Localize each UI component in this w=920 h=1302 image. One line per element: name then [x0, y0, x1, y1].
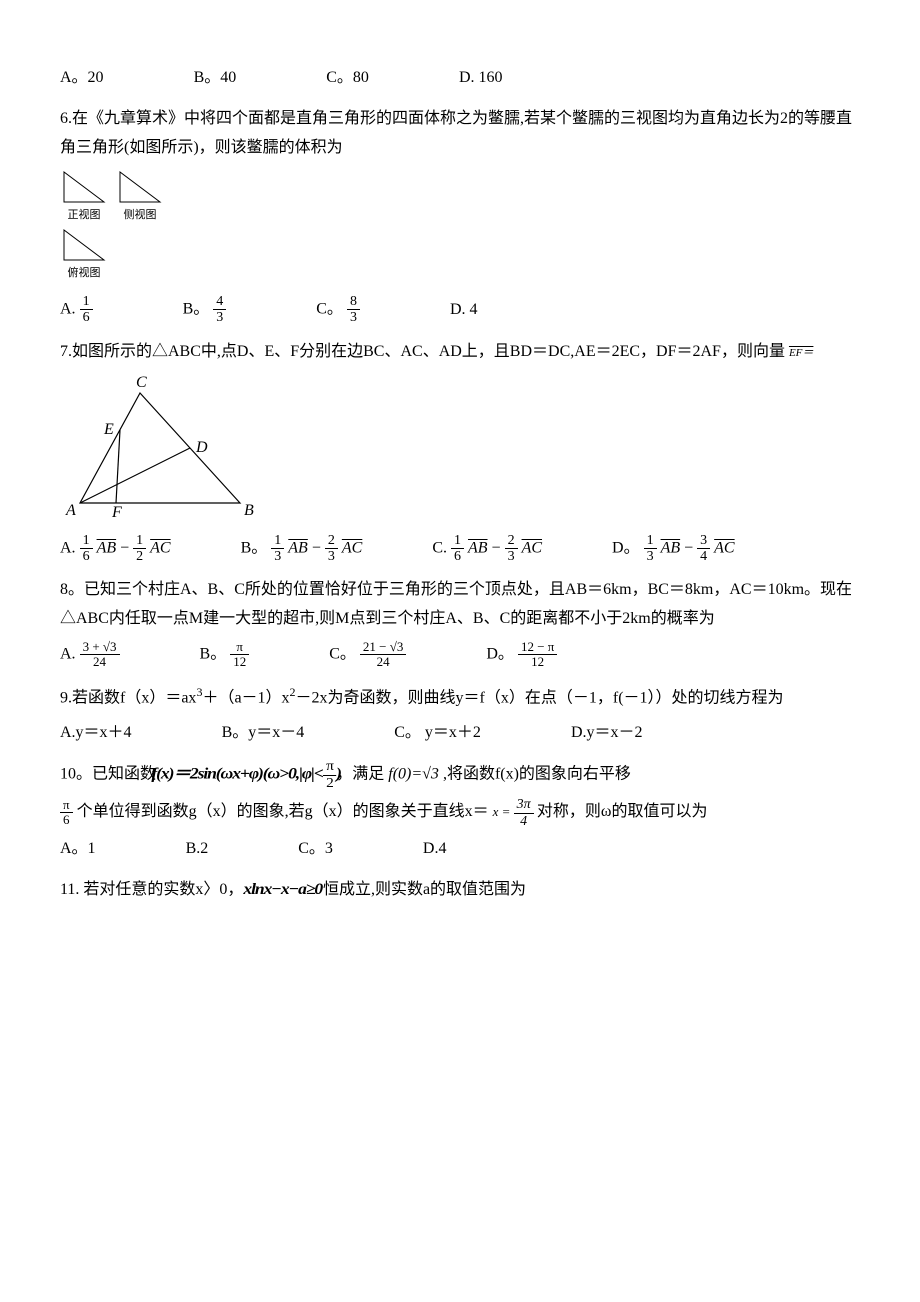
q7-options: A. 16 AB − 12 AC B。 13 AB − 23 AC C. 16 …	[60, 533, 860, 565]
q6-opt-a: A. 16	[60, 294, 93, 326]
q10-symmetry-line: x = 3π4	[493, 804, 537, 819]
q8-text: 8。已知三个村庄A、B、C所处的位置恰好位于三角形的三个顶点处，且AB＝6km，…	[60, 576, 860, 634]
q5-opt-a: A。20	[60, 64, 104, 93]
q10-condition: f(0)=√3	[388, 766, 439, 783]
q6-top-label: 俯视图	[60, 264, 108, 284]
q10-opt-c: C。3	[298, 835, 333, 864]
q5-opt-b: B。40	[194, 64, 237, 93]
q6-opt-b: B。 43	[183, 294, 227, 326]
q11-text: 11. 若对任意的实数x〉0， xlnx−x−a≥0 恒成立,则实数a的取值范围…	[60, 876, 860, 905]
q6-side-label: 侧视图	[116, 206, 164, 226]
q6-opt-d: D. 4	[450, 296, 478, 325]
q11-inequality: xlnx−x−a≥0	[244, 876, 323, 905]
q7-opt-b: B。 13 AB − 23 AC	[241, 533, 363, 565]
q7-opt-d: D。 13 AB − 34 AC	[612, 533, 735, 565]
q9-text: 9.若函数f（x）＝ax3＋（a－1）x2－2x为奇函数，则曲线y＝f（x）在点…	[60, 682, 860, 713]
q10-opt-a: A。1	[60, 835, 96, 864]
svg-text:E: E	[103, 421, 114, 438]
svg-text:A: A	[65, 502, 76, 519]
q8-opt-a: A. 3 + √324	[60, 640, 120, 670]
q8-options: A. 3 + √324 B。 π12 C。 21 − √324 D。 12 − …	[60, 640, 860, 670]
q6-front-view-icon	[60, 168, 108, 206]
q6-top-view-icon	[60, 226, 108, 264]
svg-text:D: D	[195, 439, 208, 456]
q10-opt-d: D.4	[423, 835, 447, 864]
q10-options: A。1 B.2 C。3 D.4	[60, 835, 860, 864]
q7-triangle-diagram: A B C D E F	[60, 373, 260, 523]
q5-options: A。20 B。40 C。80 D. 160	[60, 64, 860, 93]
svg-text:F: F	[111, 504, 122, 521]
svg-text:B: B	[244, 502, 254, 519]
q10-opt-b: B.2	[186, 835, 209, 864]
q8-opt-c: C。 21 − √324	[329, 640, 406, 670]
svg-text:C: C	[136, 374, 147, 391]
q7-vector-ef: EF＝	[789, 347, 813, 359]
q6-text: 6.在《九章算术》中将四个面都是直角三角形的四面体称之为鳖臑,若某个鳖臑的三视图…	[60, 105, 860, 163]
q10-text: 10。已知函数 f(x)＝2sin(ωx+φ)(ω>0,|φ|<π2) ，满足 …	[60, 759, 860, 791]
q8-opt-d: D。 12 − π12	[486, 640, 557, 670]
q9-options: A.y＝x＋4 B。y＝x－4 C。 y＝x＋2 D.y＝x－2	[60, 719, 860, 748]
q5-opt-d: D. 160	[459, 64, 503, 93]
q7-text: 7.如图所示的△ABC中,点D、E、F分别在边BC、AC、AD上，且BD＝DC,…	[60, 338, 860, 367]
q10-text-2: π6 个单位得到函数g（x）的图象,若g（x）的图象关于直线x＝ x = 3π4…	[60, 797, 860, 829]
q6-options: A. 16 B。 43 C。 83 D. 4	[60, 294, 860, 326]
q7-opt-a: A. 16 AB − 12 AC	[60, 533, 171, 565]
q7-opt-c: C. 16 AB − 23 AC	[432, 533, 542, 565]
q8-opt-b: B。 π12	[200, 640, 250, 670]
q6-opt-c: C。 83	[316, 294, 360, 326]
q9-opt-c: C。 y＝x＋2	[394, 719, 481, 748]
q9-opt-b: B。y＝x－4	[222, 719, 305, 748]
q9-opt-a: A.y＝x＋4	[60, 719, 132, 748]
q10-formula: f(x)＝2sin(ωx+φ)(ω>0,|φ|<π2)	[151, 759, 340, 791]
q7-figure: A B C D E F	[60, 373, 860, 523]
q6-side-view-icon	[116, 168, 164, 206]
q6-front-label: 正视图	[60, 206, 108, 226]
q9-opt-d: D.y＝x－2	[571, 719, 643, 748]
q6-figure: 正视图 侧视图 俯视图	[60, 168, 860, 284]
q5-opt-c: C。80	[326, 64, 369, 93]
